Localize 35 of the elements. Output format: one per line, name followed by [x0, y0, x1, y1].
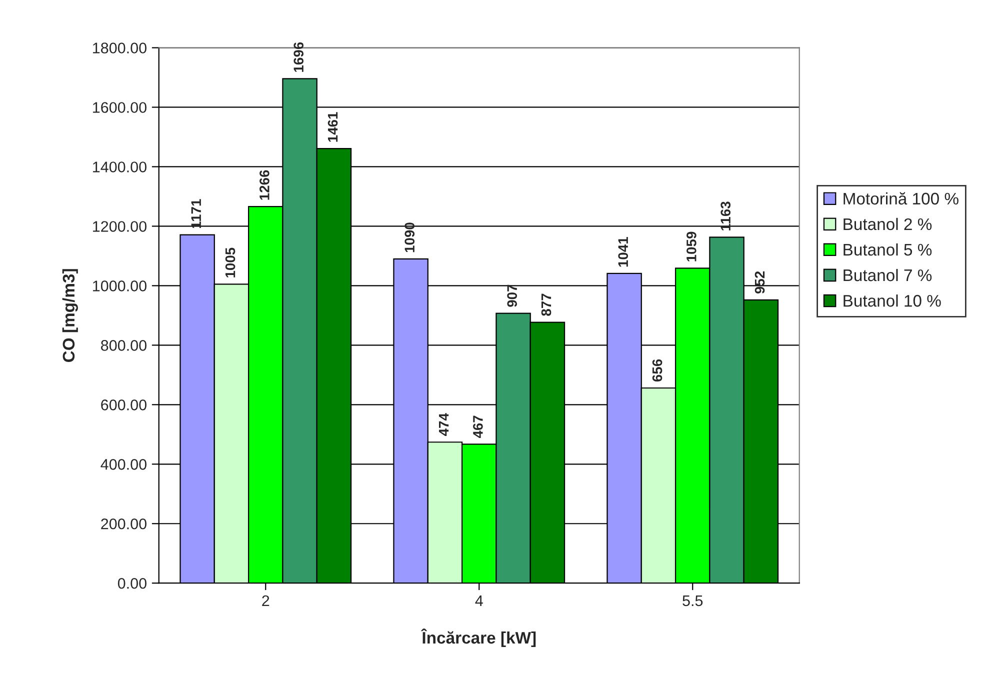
data-label: 907 [507, 284, 518, 307]
y-axis-title: CO [mg/m3] [62, 269, 78, 362]
data-label: 1696 [294, 42, 304, 72]
y-tick-label: 1800.00 [93, 42, 146, 54]
data-label: 952 [754, 271, 765, 294]
data-label: 1041 [618, 237, 628, 267]
x-tick-label: 2 [262, 595, 270, 606]
x-axis-title: Încărcare [kW] [420, 628, 536, 647]
legend-label: Butanol 2 % [844, 218, 932, 230]
legend-label: Motorină 100 % [844, 192, 958, 205]
legend-label: Butanol 5 % [844, 243, 932, 256]
y-tick-label: 1200.00 [93, 221, 146, 232]
data-label: 1059 [686, 232, 696, 262]
y-tick-label: 200.00 [101, 518, 146, 530]
x-tick-label: 5.5 [682, 595, 703, 606]
data-label: 1266 [260, 170, 270, 200]
data-label: 1171 [191, 199, 201, 228]
y-tick-label: 1600.00 [93, 102, 146, 113]
data-label: 474 [439, 413, 449, 436]
data-label: 1461 [328, 112, 338, 142]
y-tick-label: 800.00 [101, 340, 146, 351]
data-label: 1005 [225, 248, 236, 278]
data-label: 1163 [720, 202, 731, 230]
data-label: 877 [541, 294, 552, 316]
y-tick-label: 1000.00 [93, 280, 146, 292]
y-tick-label: 400.00 [100, 459, 146, 470]
y-tick-label: 0.00 [118, 578, 146, 589]
data-label: 656 [652, 359, 662, 382]
y-tick-label: 600.00 [101, 400, 146, 410]
legend-label: Butanol 7 % [844, 268, 932, 282]
data-label: 1090 [404, 222, 415, 252]
data-label: 467 [473, 416, 483, 438]
legend-label: Butanol 10 % [844, 294, 941, 307]
y-tick-label: 1400.00 [93, 162, 146, 172]
x-tick-label: 4 [475, 595, 483, 606]
